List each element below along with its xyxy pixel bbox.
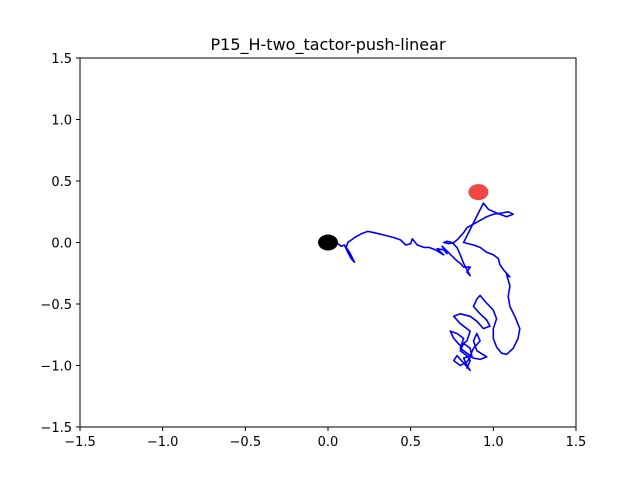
- x-tick-label: 0.5: [400, 435, 421, 450]
- x-tick-label: −0.5: [230, 435, 262, 450]
- x-tick-label: 0.0: [318, 435, 339, 450]
- plot-area: [318, 184, 521, 372]
- axes-frame: [79, 57, 577, 428]
- y-tick-label: 1.0: [51, 114, 72, 129]
- x-tick-label: 1.0: [483, 435, 504, 450]
- trajectory-line: [333, 202, 521, 372]
- start-marker: [318, 234, 338, 251]
- y-tick-label: −1.0: [40, 360, 72, 375]
- x-tick-label: −1.0: [147, 435, 179, 450]
- target-marker: [468, 184, 489, 201]
- y-tick-label: 0.0: [51, 237, 72, 252]
- y-tick-label: 0.5: [51, 175, 72, 190]
- x-tick-label: 1.5: [566, 435, 587, 450]
- x-tick-label: −1.5: [64, 435, 96, 450]
- chart-title: P15_H-two_tactor-push-linear: [210, 35, 445, 55]
- y-tick-label: −1.5: [40, 421, 72, 436]
- x-axis-ticks: −1.5 −1.0 −0.5 0.0 0.5 1.0 1.5: [64, 427, 586, 450]
- y-tick-label: 1.5: [51, 52, 72, 67]
- y-axis-ticks: −1.5 −1.0 −0.5 0.0 0.5 1.0 1.5: [40, 52, 80, 436]
- y-tick-label: −0.5: [40, 298, 72, 313]
